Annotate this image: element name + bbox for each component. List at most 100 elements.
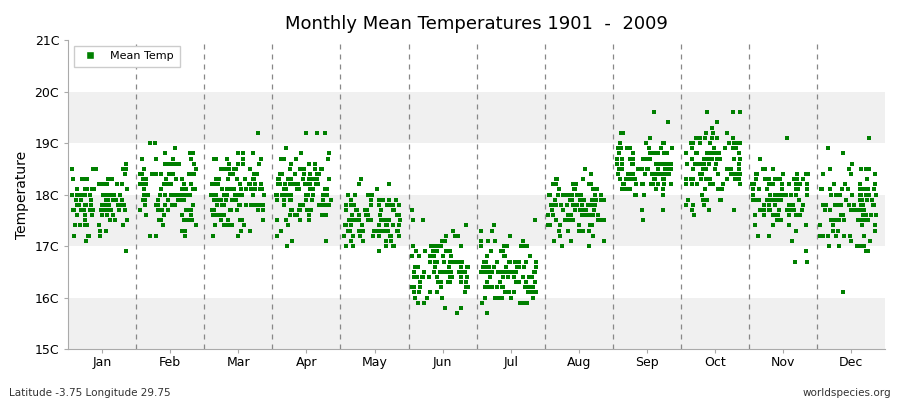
Point xyxy=(338,207,353,213)
Point xyxy=(310,171,324,177)
Point xyxy=(411,253,426,260)
Point xyxy=(856,212,870,218)
Point xyxy=(349,217,364,224)
Point xyxy=(854,196,868,203)
Point xyxy=(300,207,314,213)
Point xyxy=(173,191,187,198)
Point xyxy=(590,186,605,193)
Point xyxy=(502,289,517,296)
Point xyxy=(354,228,368,234)
Point xyxy=(697,202,711,208)
Point xyxy=(148,155,163,162)
Point xyxy=(370,228,384,234)
Point xyxy=(384,202,399,208)
Point xyxy=(184,207,198,213)
Point xyxy=(634,181,649,188)
Point xyxy=(572,228,587,234)
Point xyxy=(84,202,98,208)
Point xyxy=(707,145,722,152)
Point xyxy=(320,202,334,208)
Point xyxy=(281,176,295,182)
Point xyxy=(480,284,494,290)
Point xyxy=(407,269,421,275)
Point xyxy=(752,186,766,193)
Point xyxy=(284,191,299,198)
Point xyxy=(698,166,713,172)
Point xyxy=(788,181,803,188)
Point xyxy=(702,160,716,167)
Point xyxy=(67,207,81,213)
Point xyxy=(102,191,116,198)
Point xyxy=(558,217,572,224)
Point xyxy=(634,166,649,172)
Point xyxy=(137,186,151,193)
Point xyxy=(360,212,374,218)
Point xyxy=(99,196,113,203)
Point xyxy=(481,279,495,285)
Point xyxy=(733,140,747,146)
Point xyxy=(418,248,432,254)
Point xyxy=(766,212,780,218)
Point xyxy=(700,109,715,115)
Point xyxy=(771,191,786,198)
Point xyxy=(80,222,94,229)
Point xyxy=(842,202,857,208)
Point xyxy=(706,130,720,136)
Point xyxy=(647,171,662,177)
Point xyxy=(491,258,505,265)
Point xyxy=(393,217,408,224)
Point xyxy=(788,212,803,218)
Point xyxy=(448,258,463,265)
Point xyxy=(69,212,84,218)
Point xyxy=(444,253,458,260)
Point xyxy=(236,155,250,162)
Point xyxy=(390,228,404,234)
Point xyxy=(814,222,828,229)
Point xyxy=(771,176,786,182)
Point xyxy=(496,284,510,290)
Point xyxy=(426,248,440,254)
Point xyxy=(443,274,457,280)
Point xyxy=(578,166,592,172)
Point xyxy=(852,191,867,198)
Point xyxy=(374,207,388,213)
Point xyxy=(626,150,640,156)
Point xyxy=(70,191,85,198)
Point xyxy=(726,155,741,162)
Point xyxy=(228,191,242,198)
Point xyxy=(376,217,391,224)
Point xyxy=(698,130,713,136)
Point xyxy=(224,207,238,213)
Point xyxy=(460,274,474,280)
Point xyxy=(441,279,455,285)
Point xyxy=(657,160,671,167)
Point xyxy=(779,207,794,213)
Point xyxy=(101,191,115,198)
Point xyxy=(752,196,767,203)
Point xyxy=(853,202,868,208)
Point xyxy=(230,207,245,213)
Point xyxy=(853,181,868,188)
Point xyxy=(576,212,590,218)
Point xyxy=(210,176,224,182)
Point xyxy=(450,258,464,265)
Point xyxy=(370,186,384,193)
Point xyxy=(575,207,590,213)
Point xyxy=(476,258,491,265)
Point xyxy=(230,176,245,182)
Point xyxy=(444,269,458,275)
Point xyxy=(385,207,400,213)
Point xyxy=(862,238,877,244)
Point xyxy=(782,207,796,213)
Point xyxy=(486,264,500,270)
Point xyxy=(831,228,845,234)
Point xyxy=(290,212,304,218)
Point xyxy=(479,258,493,265)
Point xyxy=(315,212,329,218)
Point xyxy=(730,140,744,146)
Point xyxy=(480,264,494,270)
Point xyxy=(745,181,760,188)
Point xyxy=(176,181,191,188)
Point xyxy=(522,284,536,290)
Point xyxy=(565,202,580,208)
